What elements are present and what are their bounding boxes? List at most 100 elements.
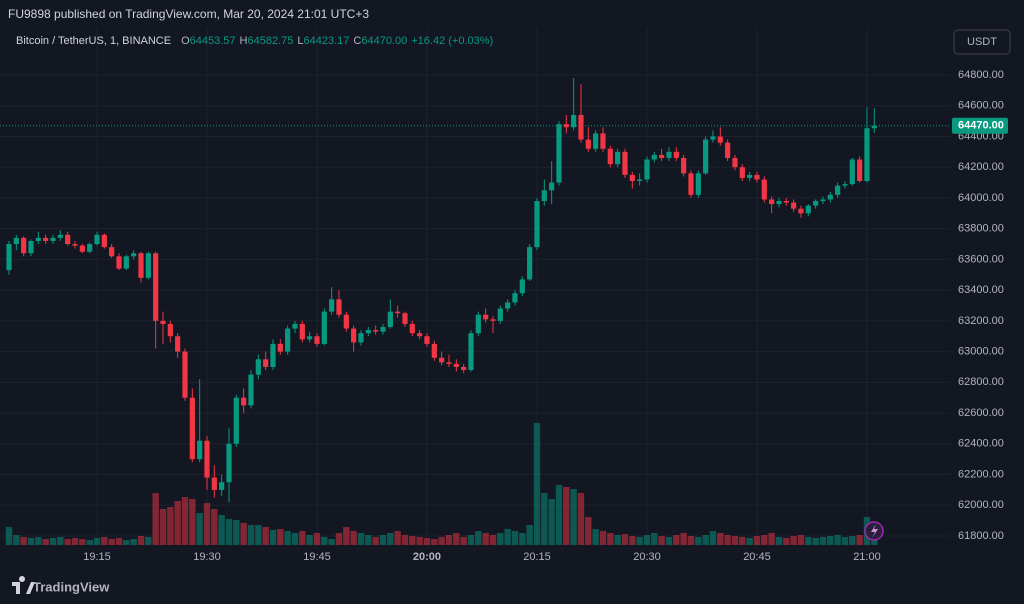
volume-bar bbox=[695, 537, 702, 545]
candle-body bbox=[13, 237, 19, 245]
candle-body bbox=[739, 167, 745, 178]
candle-body bbox=[541, 190, 547, 202]
volume-bar bbox=[27, 538, 35, 545]
y-tick-label: 62200.00 bbox=[958, 468, 1004, 480]
volume-bar bbox=[321, 537, 328, 545]
c-label: C bbox=[353, 35, 361, 47]
volume-bar bbox=[101, 537, 108, 545]
volume-bar bbox=[401, 535, 409, 545]
volume-bar bbox=[599, 531, 607, 545]
volume-bar bbox=[504, 529, 511, 545]
x-tick-label: 19:15 bbox=[83, 551, 111, 563]
x-tick-label: 20:15 bbox=[523, 551, 551, 563]
y-tick-label: 64600.00 bbox=[958, 100, 1004, 112]
volume-bar bbox=[196, 513, 203, 545]
candle-body bbox=[6, 244, 12, 271]
o-label: O bbox=[181, 35, 190, 47]
volume-bar bbox=[20, 537, 27, 545]
volume-bar bbox=[482, 533, 489, 545]
candle-body bbox=[255, 359, 261, 375]
candle-body bbox=[842, 184, 848, 186]
change: +16.42 (+0.03%) bbox=[411, 35, 493, 47]
published-line: FU9898 published on TradingView.com, Mar… bbox=[8, 7, 369, 21]
volume-bar bbox=[108, 539, 115, 545]
candle-body bbox=[365, 330, 371, 334]
volume-bar bbox=[790, 536, 797, 545]
candle-body bbox=[578, 114, 584, 140]
y-tick-label: 63400.00 bbox=[958, 284, 1004, 296]
candle-body bbox=[571, 114, 577, 128]
candle-body bbox=[131, 253, 137, 257]
y-tick-label: 64000.00 bbox=[958, 192, 1004, 204]
candle-body bbox=[563, 124, 569, 128]
volume-bar bbox=[533, 423, 541, 545]
candle-body bbox=[475, 314, 481, 334]
y-tick-label: 62000.00 bbox=[958, 499, 1004, 511]
candle-body bbox=[72, 244, 78, 246]
volume-bar bbox=[724, 535, 731, 545]
volume-bar bbox=[343, 527, 350, 545]
volume-bar bbox=[629, 536, 636, 545]
candle-body bbox=[248, 374, 254, 406]
candle-body bbox=[395, 311, 401, 314]
volume-bar bbox=[203, 503, 211, 545]
volume-bar bbox=[255, 525, 262, 545]
volume-bar bbox=[841, 537, 849, 545]
candle-body bbox=[439, 357, 445, 363]
candle-body bbox=[373, 330, 379, 332]
candle-body bbox=[417, 333, 423, 337]
volume-bar bbox=[621, 534, 629, 545]
x-tick-label: 20:00 bbox=[413, 551, 441, 563]
candle-body bbox=[343, 314, 349, 329]
y-tick-label: 63800.00 bbox=[958, 223, 1004, 235]
candle-body bbox=[644, 159, 650, 180]
candle-body bbox=[329, 299, 335, 312]
volume-bar bbox=[453, 533, 460, 545]
y-tick-label: 62400.00 bbox=[958, 438, 1004, 450]
candle-body bbox=[167, 323, 173, 337]
candle-body bbox=[512, 293, 518, 303]
candle-body bbox=[101, 234, 107, 248]
candle-body bbox=[87, 244, 93, 252]
volume-bar bbox=[71, 538, 79, 545]
volume-bar bbox=[277, 529, 284, 545]
currency[interactable]: USDT bbox=[967, 36, 997, 48]
volume-bar bbox=[797, 535, 805, 545]
volume-bar bbox=[313, 533, 321, 545]
volume-bar bbox=[739, 537, 746, 545]
last-price-label: 64470.00 bbox=[958, 120, 1004, 132]
volume-bar bbox=[577, 493, 585, 545]
candle-body bbox=[197, 440, 203, 460]
candle-body bbox=[263, 359, 269, 367]
candle-body bbox=[637, 179, 643, 182]
candle-body bbox=[725, 142, 731, 158]
candle-body bbox=[871, 125, 877, 129]
volume-bar bbox=[247, 525, 255, 545]
candle-body bbox=[651, 154, 657, 160]
volume-bar bbox=[731, 536, 739, 545]
y-tick-label: 62800.00 bbox=[958, 376, 1004, 388]
currency-button[interactable] bbox=[953, 29, 1011, 55]
volume-bar bbox=[13, 535, 20, 545]
volume-bar bbox=[834, 535, 841, 545]
y-tick-label: 63600.00 bbox=[958, 253, 1004, 265]
c-value: 64470.00 bbox=[361, 35, 407, 47]
volume-bar bbox=[805, 537, 812, 545]
volume-bar bbox=[57, 537, 64, 545]
candle-body bbox=[468, 333, 474, 371]
candle-body bbox=[681, 157, 687, 174]
candle-body bbox=[57, 234, 63, 238]
candle-body bbox=[28, 240, 34, 254]
candle-body bbox=[116, 256, 122, 269]
volume-bar bbox=[159, 509, 167, 545]
volume-bar bbox=[423, 538, 431, 545]
volume-bar bbox=[233, 520, 240, 545]
candle-body bbox=[123, 256, 129, 269]
volume-bar bbox=[651, 533, 658, 545]
candle-body bbox=[21, 237, 27, 254]
volume-bar bbox=[5, 527, 13, 545]
candle-body bbox=[314, 336, 320, 344]
x-tick-label: 19:45 bbox=[303, 551, 331, 563]
